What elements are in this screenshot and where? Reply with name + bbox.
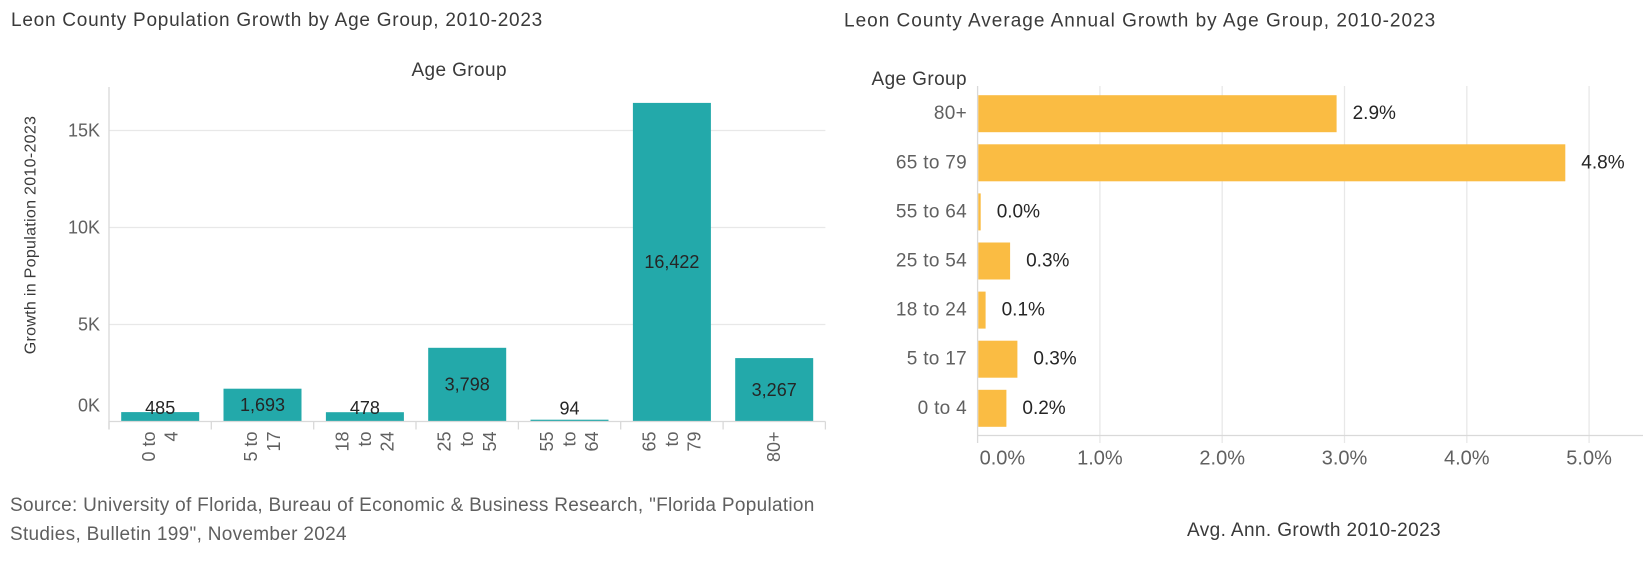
svg-text:17: 17 — [264, 432, 284, 452]
svg-text:54: 54 — [480, 432, 500, 452]
svg-text:0.1%: 0.1% — [1002, 300, 1045, 321]
svg-text:485: 485 — [145, 398, 175, 418]
svg-text:Growth in Population 2010-2023: Growth in Population 2010-2023 — [23, 116, 40, 355]
svg-text:55: 55 — [537, 432, 557, 452]
svg-text:0.0%: 0.0% — [980, 448, 1026, 470]
svg-text:16,422: 16,422 — [644, 252, 699, 272]
svg-text:Leon County Average Annual Gro: Leon County Average Annual Growth by Age… — [844, 11, 1436, 32]
svg-text:65 to 79: 65 to 79 — [896, 152, 967, 173]
svg-text:Leon County Population Growth: Leon County Population Growth by Age Gro… — [11, 10, 543, 31]
svg-text:1.0%: 1.0% — [1077, 448, 1123, 470]
svg-text:18: 18 — [332, 432, 352, 452]
svg-text:25: 25 — [435, 432, 455, 452]
svg-text:25 to 54: 25 to 54 — [896, 251, 967, 272]
svg-text:24: 24 — [378, 432, 398, 452]
svg-text:65: 65 — [639, 432, 659, 452]
svg-text:4.0%: 4.0% — [1444, 448, 1490, 470]
svg-text:10K: 10K — [68, 218, 100, 238]
svg-text:478: 478 — [350, 398, 380, 418]
svg-text:1,693: 1,693 — [240, 395, 285, 415]
svg-text:to: to — [560, 432, 580, 447]
svg-text:5 to 17: 5 to 17 — [907, 349, 967, 370]
svg-text:to: to — [457, 432, 477, 447]
svg-text:0.3%: 0.3% — [1033, 349, 1076, 370]
svg-text:80+: 80+ — [764, 432, 784, 463]
svg-text:Age Group: Age Group — [411, 60, 507, 81]
svg-text:3,798: 3,798 — [445, 375, 490, 395]
svg-text:Studies, Bulletin 199", Novemb: Studies, Bulletin 199", November 2024 — [10, 524, 347, 545]
svg-text:to: to — [662, 432, 682, 447]
svg-text:Avg. Ann. Growth 2010-2023: Avg. Ann. Growth 2010-2023 — [1187, 520, 1441, 541]
svg-text:15K: 15K — [68, 121, 100, 141]
svg-text:80+: 80+ — [934, 103, 967, 124]
svg-text:0 to 4: 0 to 4 — [918, 398, 967, 419]
svg-text:64: 64 — [582, 432, 602, 452]
svg-text:2.0%: 2.0% — [1199, 448, 1245, 470]
svg-text:4.8%: 4.8% — [1581, 152, 1624, 173]
svg-text:0.3%: 0.3% — [1026, 251, 1069, 272]
svg-text:0K: 0K — [78, 396, 100, 416]
svg-text:55 to 64: 55 to 64 — [896, 201, 967, 222]
svg-text:5K: 5K — [78, 315, 100, 335]
svg-text:0 to: 0 to — [139, 432, 159, 462]
svg-text:5 to: 5 to — [241, 432, 261, 462]
svg-text:3.0%: 3.0% — [1322, 448, 1368, 470]
svg-text:4: 4 — [162, 432, 182, 442]
svg-text:Age Group: Age Group — [872, 69, 968, 90]
svg-text:to: to — [355, 432, 375, 447]
svg-text:Source: University of Florida,: Source: University of Florida, Bureau of… — [10, 495, 815, 516]
svg-text:79: 79 — [685, 432, 705, 452]
svg-text:3,267: 3,267 — [752, 380, 797, 400]
svg-text:94: 94 — [559, 399, 579, 419]
svg-text:18 to 24: 18 to 24 — [896, 300, 967, 321]
svg-text:0.2%: 0.2% — [1022, 398, 1065, 419]
svg-text:2.9%: 2.9% — [1353, 103, 1396, 124]
svg-text:5.0%: 5.0% — [1566, 448, 1612, 470]
svg-text:0.0%: 0.0% — [997, 201, 1040, 222]
